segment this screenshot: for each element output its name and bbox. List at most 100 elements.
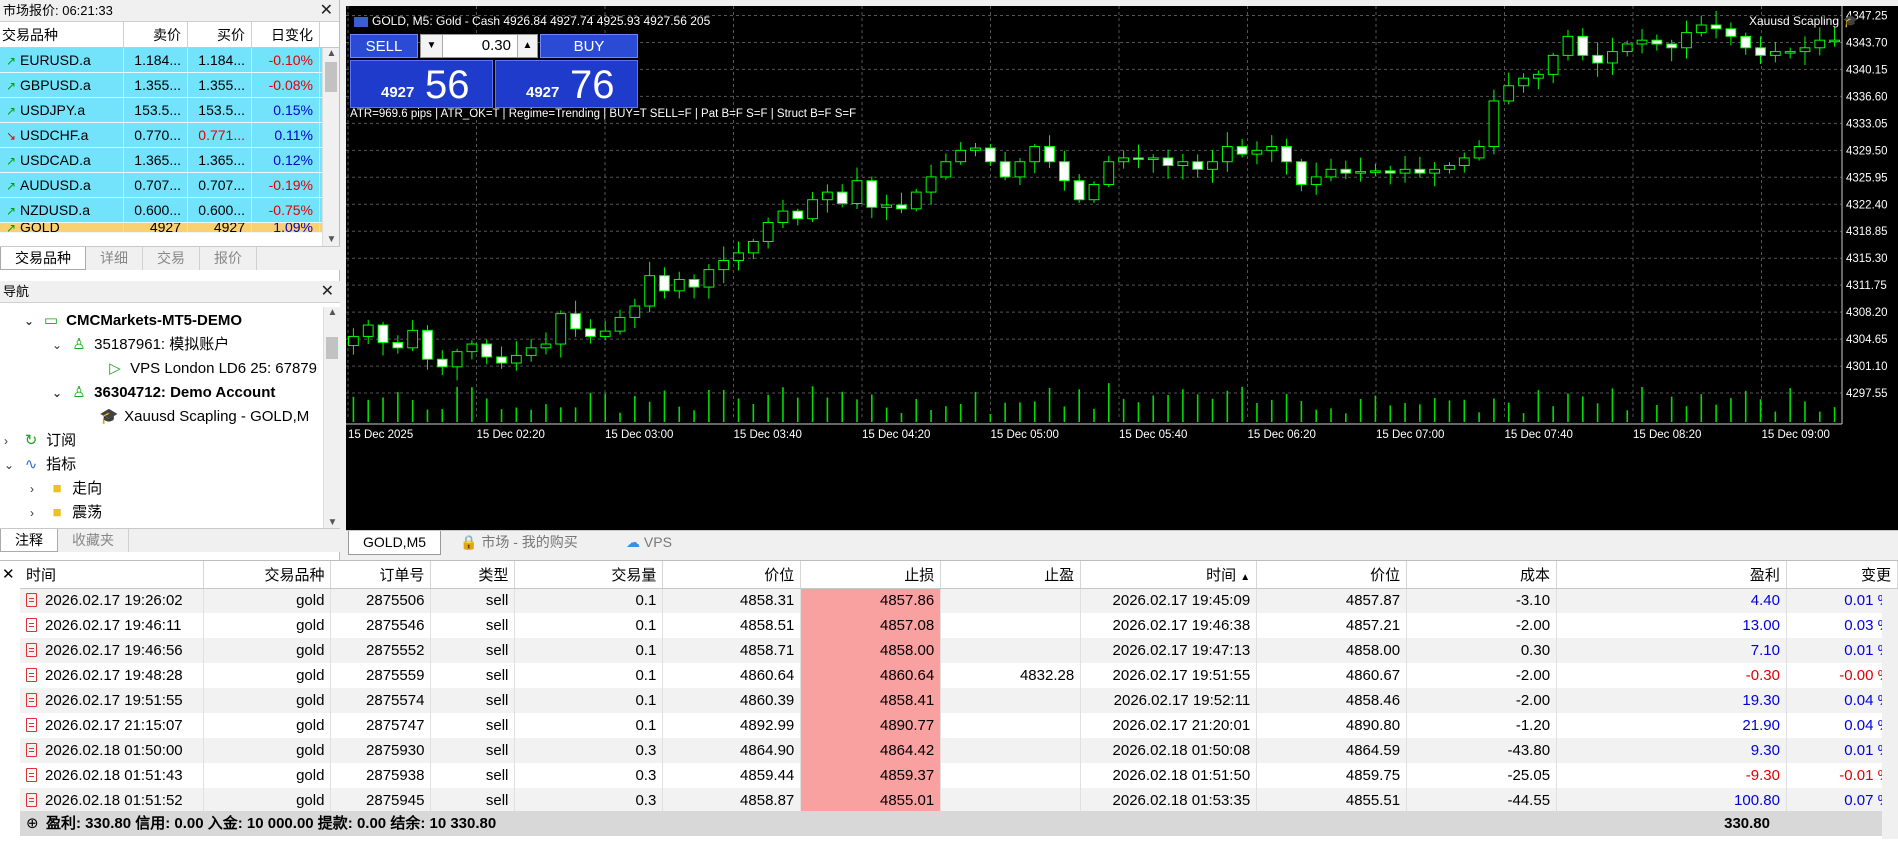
chevron-right-icon[interactable]: › bbox=[30, 482, 34, 496]
cell-close-time: 2026.02.18 01:50:08 bbox=[1080, 738, 1258, 763]
col-bid[interactable]: 卖价 bbox=[124, 22, 188, 47]
col-open-price[interactable]: 价位 bbox=[662, 561, 802, 589]
col-volume[interactable]: 交易量 bbox=[514, 561, 664, 589]
market-watch-row[interactable]: ↗ NZDUSD.a 0.600... 0.600... -0.75% bbox=[0, 198, 339, 223]
col-change[interactable]: 日变化 bbox=[252, 22, 320, 47]
tab-market[interactable]: 🔒 市场 - 我的购买 bbox=[460, 531, 578, 555]
nav-folder-oscillators[interactable]: › ■ 震荡 bbox=[30, 501, 102, 525]
scroll-up-icon[interactable]: ▲ bbox=[327, 307, 338, 318]
market-watch-row[interactable]: ↗ AUDUSD.a 0.707... 0.707... -0.19% bbox=[0, 173, 339, 198]
table-row[interactable]: 2026.02.18 01:50:00 gold 2875930 sell 0.3 486… bbox=[20, 738, 1898, 763]
history-scrollbar[interactable] bbox=[1882, 589, 1898, 839]
nav-indicators[interactable]: ⌄ ∿ 指标 bbox=[4, 453, 76, 477]
nav-account-active[interactable]: ⌄ ♙ 36304712: Demo Account bbox=[52, 381, 275, 405]
col-open-time[interactable]: 时间 bbox=[20, 561, 205, 589]
market-watch-row[interactable]: ↘ USDCHF.a 0.770... 0.771... 0.11% bbox=[0, 123, 339, 148]
col-stop-loss[interactable]: 止损 bbox=[800, 561, 942, 589]
chart-canvas[interactable]: 4347.25 4343.70 4340.15 4336.60 4333.05 4329.… bbox=[346, 6, 1898, 530]
col-change[interactable]: 变更 bbox=[1786, 561, 1898, 589]
tab-vps[interactable]: ☁ VPS bbox=[626, 531, 672, 555]
tab-chart-gold-m5[interactable]: GOLD,M5 bbox=[348, 531, 442, 555]
chevron-down-icon[interactable]: ⌄ bbox=[52, 386, 63, 400]
navigator-scrollbar[interactable]: ▲ ▼ bbox=[323, 307, 340, 533]
nav-subscriptions[interactable]: › ↻ 订阅 bbox=[4, 429, 76, 453]
price-chart[interactable]: 4347.25 4343.70 4340.15 4336.60 4333.05 4329.… bbox=[346, 6, 1898, 530]
nav-vps-label: VPS London LD6 25: 67879 bbox=[130, 360, 317, 377]
sell-price-button[interactable]: 4927 56 bbox=[350, 60, 493, 108]
chevron-down-icon[interactable]: ⌄ bbox=[24, 314, 35, 328]
chevron-down-icon[interactable]: ▼ bbox=[421, 35, 443, 57]
symbol-cell[interactable]: ↗ AUDUSD.a bbox=[0, 173, 124, 197]
tab-trading[interactable]: 交易 bbox=[143, 247, 200, 270]
tab-ticks[interactable]: 报价 bbox=[200, 247, 257, 270]
spinner-up-icon[interactable]: ▲ bbox=[517, 35, 537, 57]
col-close-price[interactable]: 价位 bbox=[1256, 561, 1408, 589]
col-take-profit[interactable]: 止盈 bbox=[940, 561, 1082, 589]
table-row[interactable]: 2026.02.17 19:26:02 gold 2875506 sell 0.1 485… bbox=[20, 588, 1898, 613]
col-profit[interactable]: 盈利 bbox=[1556, 561, 1787, 589]
nav-expert[interactable]: 🎓 Xauusd Scapling - GOLD,M bbox=[98, 405, 310, 429]
cell-symbol: gold bbox=[203, 713, 332, 738]
nav-server[interactable]: ⌄ ▭ CMCMarkets-MT5-DEMO bbox=[24, 309, 242, 333]
market-watch-row[interactable]: ↗ GOLD 4927 4927 1.09% bbox=[0, 223, 339, 233]
x-tick-label: 15 Dec 07:00 bbox=[1376, 429, 1444, 441]
sell-button[interactable]: SELL bbox=[350, 34, 418, 58]
chevron-down-icon[interactable]: ⌄ bbox=[4, 458, 15, 472]
table-row[interactable]: 2026.02.17 19:46:11 gold 2875546 sell 0.1 485… bbox=[20, 613, 1898, 638]
table-row[interactable]: 2026.02.18 01:51:52 gold 2875945 sell 0.3 485… bbox=[20, 788, 1898, 813]
table-row[interactable]: 2026.02.17 19:48:28 gold 2875559 sell 0.1 486… bbox=[20, 663, 1898, 688]
scroll-down-icon[interactable]: ▼ bbox=[326, 234, 337, 245]
buy-price-button[interactable]: 4927 76 bbox=[495, 60, 638, 108]
table-row[interactable]: 2026.02.17 21:15:07 gold 2875747 sell 0.1 489… bbox=[20, 713, 1898, 738]
tab-favorites[interactable]: 收藏夹 bbox=[58, 529, 129, 552]
col-symbol[interactable]: 交易品种 bbox=[0, 22, 124, 47]
nav-vps[interactable]: ▷ VPS London LD6 25: 67879 bbox=[104, 357, 317, 381]
nav-folder-trend[interactable]: › ■ 走向 bbox=[30, 477, 102, 501]
candle bbox=[1829, 27, 1840, 47]
candle bbox=[496, 346, 507, 369]
col-ask[interactable]: 买价 bbox=[188, 22, 252, 47]
col-type[interactable]: 类型 bbox=[430, 561, 516, 589]
market-watch-row[interactable]: ↗ USDJPY.a 153.5... 153.5... 0.15% bbox=[0, 98, 339, 123]
volume-value[interactable]: 0.30 bbox=[481, 37, 511, 54]
symbol-cell[interactable]: ↗ EURUSD.a bbox=[0, 48, 124, 72]
volume-field[interactable]: ▼ 0.30 ▲ bbox=[420, 34, 538, 58]
server-icon: ▭ bbox=[43, 312, 59, 329]
col-close-time[interactable]: 时间 ▲ bbox=[1080, 561, 1258, 589]
tab-details[interactable]: 详细 bbox=[86, 247, 143, 270]
nav-account-demo[interactable]: ⌄ ♙ 35187961: 模拟账户 bbox=[52, 333, 229, 357]
chevron-right-icon[interactable]: › bbox=[4, 434, 8, 448]
table-row[interactable]: 2026.02.17 19:51:55 gold 2875574 sell 0.1 486… bbox=[20, 688, 1898, 713]
close-icon[interactable]: ✕ bbox=[320, 283, 334, 300]
symbol-cell[interactable]: ↗ GOLD bbox=[0, 223, 124, 232]
scroll-down-icon[interactable]: ▼ bbox=[327, 517, 338, 528]
market-watch-row[interactable]: ↗ USDCAD.a 1.365... 1.365... 0.12% bbox=[0, 148, 339, 173]
close-icon[interactable]: ✕ bbox=[2, 566, 15, 583]
scroll-thumb[interactable] bbox=[326, 337, 338, 359]
expert-advisor-label[interactable]: Xauusd Scapling 🎓 bbox=[1749, 14, 1858, 28]
market-watch-scrollbar[interactable]: ▲ ▼ bbox=[322, 48, 339, 248]
table-row[interactable]: 2026.02.18 01:51:43 gold 2875938 sell 0.3 485… bbox=[20, 763, 1898, 788]
symbol-cell[interactable]: ↘ USDCHF.a bbox=[0, 123, 124, 147]
scroll-up-icon[interactable]: ▲ bbox=[326, 48, 337, 59]
table-row[interactable]: 2026.02.17 19:46:56 gold 2875552 sell 0.1 485… bbox=[20, 638, 1898, 663]
tab-comments[interactable]: 注释 bbox=[0, 529, 58, 552]
buy-button[interactable]: BUY bbox=[540, 34, 638, 58]
symbol-cell[interactable]: ↗ GBPUSD.a bbox=[0, 73, 124, 97]
col-commission[interactable]: 成本 bbox=[1406, 561, 1558, 589]
arrow-up-right-icon: ↗ bbox=[5, 179, 17, 193]
col-ticket[interactable]: 订单号 bbox=[330, 561, 432, 589]
close-icon[interactable]: ✕ bbox=[319, 2, 333, 19]
symbol-cell[interactable]: ↗ NZDUSD.a bbox=[0, 198, 124, 222]
tab-symbols[interactable]: 交易品种 bbox=[0, 247, 86, 270]
market-watch-row[interactable]: ↗ GBPUSD.a 1.355... 1.355... -0.08% bbox=[0, 73, 339, 98]
symbol-cell[interactable]: ↗ USDJPY.a bbox=[0, 98, 124, 122]
chevron-right-icon[interactable]: › bbox=[30, 506, 34, 520]
expand-plus-icon[interactable]: ⊕ bbox=[26, 815, 39, 832]
scroll-thumb[interactable] bbox=[325, 62, 337, 92]
market-watch-row[interactable]: ↗ EURUSD.a 1.184... 1.184... -0.10% bbox=[0, 48, 339, 73]
col-symbol[interactable]: 交易品种 bbox=[203, 561, 332, 589]
candle bbox=[1088, 181, 1100, 203]
symbol-cell[interactable]: ↗ USDCAD.a bbox=[0, 148, 124, 172]
chevron-down-icon[interactable]: ⌄ bbox=[52, 338, 63, 352]
